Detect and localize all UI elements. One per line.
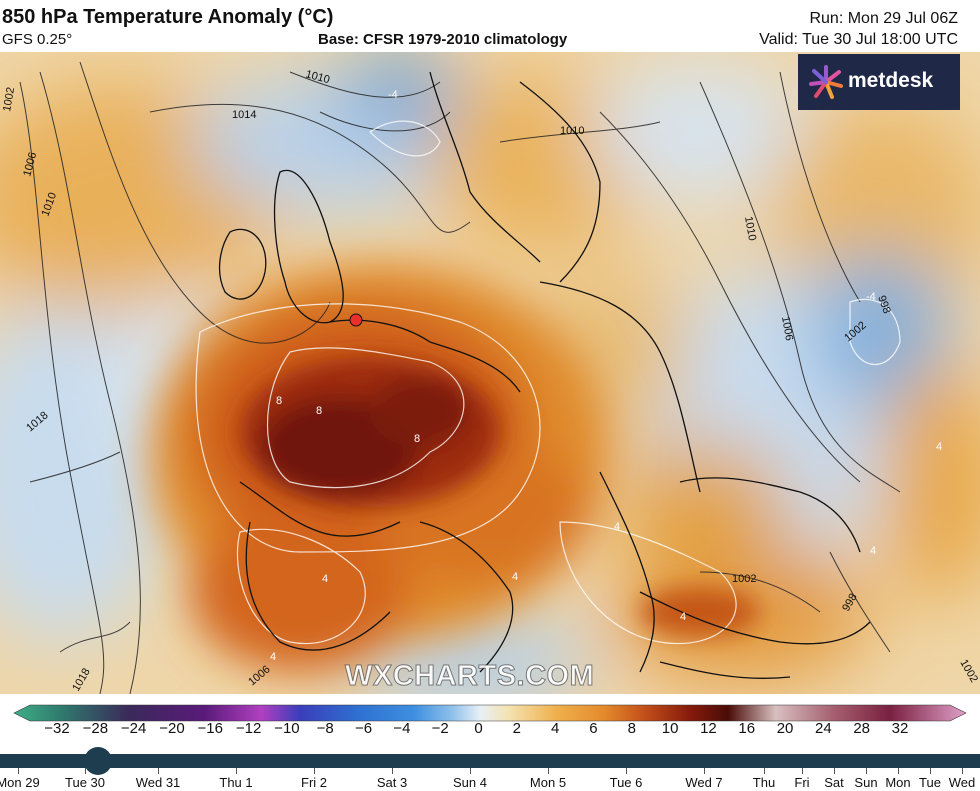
- colorbar-tick-label: −20: [159, 720, 185, 737]
- colorbar-tick-label: 0: [474, 720, 483, 737]
- timeline-tick: [236, 768, 237, 774]
- timeline-day-label[interactable]: Mon 5: [529, 775, 567, 790]
- timeline-tick: [802, 768, 803, 774]
- anomaly-label: 4: [936, 441, 942, 453]
- colorbar-tick-label: −28: [82, 720, 109, 737]
- anomaly-label: 4: [614, 521, 620, 533]
- colorbar-tick-label: 32: [891, 720, 909, 737]
- colorbar-tick-label: 2: [512, 720, 521, 737]
- metdesk-star-icon: [809, 65, 843, 99]
- colorbar-tick-label: −12: [235, 720, 262, 737]
- timeline-day-label[interactable]: Wed 31: [135, 775, 181, 790]
- timeline-day-label[interactable]: Sun: [854, 775, 878, 790]
- run-time-label: Run: Mon 29 Jul 06Z: [809, 10, 958, 27]
- timeline-tick: [314, 768, 315, 774]
- timeline-day-label[interactable]: Sat: [824, 775, 844, 790]
- climatology-base-label: Base: CFSR 1979-2010 climatology: [318, 31, 568, 48]
- colorbar-tick-label: −8: [316, 720, 334, 737]
- colorbar-tick-label: −24: [120, 720, 147, 737]
- timeline-day-label[interactable]: Mon 29: [0, 775, 40, 790]
- timeline-day-label[interactable]: Mon: [885, 775, 911, 790]
- timeline-day-label[interactable]: Wed: [948, 775, 976, 790]
- anomaly-label: 8: [316, 405, 322, 417]
- colorbar-tick-label: 8: [627, 720, 636, 737]
- timeline-tick: [626, 768, 627, 774]
- isobar-label: 1002: [1, 86, 17, 112]
- timeline-tick: [548, 768, 549, 774]
- timeline-tick: [764, 768, 765, 774]
- anomaly-label: -4: [866, 291, 876, 303]
- colorbar-tick-label: −10: [274, 720, 300, 737]
- timeline-tick: [85, 768, 86, 774]
- colorbar-gradient: [13, 704, 967, 722]
- timeline-day-label[interactable]: Sun 4: [453, 775, 487, 790]
- chart-title: 850 hPa Temperature Anomaly (°C): [2, 6, 334, 28]
- wxcharts-watermark: WXCHARTS.COM: [344, 660, 595, 693]
- anomaly-label: 4: [870, 545, 876, 557]
- anomaly-label: 4: [270, 651, 276, 663]
- anomaly-label: 4: [680, 611, 686, 623]
- timeline-track[interactable]: [0, 754, 980, 768]
- isobar-label: 998: [875, 294, 893, 315]
- anomaly-label: -4: [388, 89, 398, 101]
- colorbar-tick-label: −32: [44, 720, 70, 737]
- timeline-tick: [962, 768, 963, 774]
- timeline-tick: [470, 768, 471, 774]
- timeline-tick: [158, 768, 159, 774]
- timeline-day-label[interactable]: Thu: [752, 775, 776, 790]
- location-marker: [349, 313, 363, 327]
- colorbar-tick-label: −2: [431, 720, 449, 737]
- colorbar-tick-label: 24: [815, 720, 832, 737]
- timeline-day-label[interactable]: Sat 3: [376, 775, 408, 790]
- colorbar-tick-label: 28: [853, 720, 871, 737]
- isobar-label: 1002: [732, 573, 756, 585]
- colorbar-tick-label: 4: [550, 720, 560, 737]
- colorbar-tick-label: −6: [354, 720, 373, 737]
- model-label: GFS 0.25°: [2, 31, 73, 48]
- timeline-day-label[interactable]: Fri 2: [301, 775, 327, 790]
- timeline-day-label[interactable]: Tue: [919, 775, 941, 790]
- valid-time-label: Valid: Tue 30 Jul 18:00 UTC: [759, 31, 958, 48]
- timeline-day-label[interactable]: Thu 1: [219, 775, 253, 790]
- colorbar-tick-label: −16: [197, 720, 223, 737]
- isobar-label: 1006: [779, 315, 795, 341]
- anomaly-label: 4: [512, 571, 518, 583]
- timeline-tick: [898, 768, 899, 774]
- colorbar-tick-label: 6: [589, 720, 598, 737]
- isobar-label: 1010: [560, 125, 584, 137]
- colorbar-tick-label: 16: [738, 720, 756, 737]
- colorbar-tick-label: 10: [661, 720, 679, 737]
- timeline-handle[interactable]: [84, 747, 112, 775]
- isobar-label: 1014: [232, 109, 256, 121]
- anomaly-field: 1002 1006 1010 1010 1014 1010 1010 1006 …: [0, 52, 980, 694]
- timeline-tick: [834, 768, 835, 774]
- colorbar-tick-label: 12: [700, 720, 717, 737]
- timeline-day-label[interactable]: Tue 30: [65, 775, 105, 790]
- timeline-tick: [930, 768, 931, 774]
- timeline-tick: [704, 768, 705, 774]
- timeline-day-label[interactable]: Wed 7: [685, 775, 723, 790]
- chart-header: 850 hPa Temperature Anomaly (°C) GFS 0.2…: [0, 0, 980, 52]
- timeline-day-label[interactable]: Fri: [794, 775, 810, 790]
- colorbar-tick-label: 20: [776, 720, 794, 737]
- metdesk-logo: metdesk: [798, 54, 960, 110]
- anomaly-label: 8: [414, 433, 420, 445]
- anomaly-label: 8: [276, 395, 282, 407]
- timeline-tick: [866, 768, 867, 774]
- timeline-day-label[interactable]: Tue 6: [609, 775, 643, 790]
- colorbar-tick-label: −4: [393, 720, 411, 737]
- timeline-tick: [18, 768, 19, 774]
- timeline-tick: [392, 768, 393, 774]
- anomaly-map: 1002 1006 1010 1010 1014 1010 1010 1006 …: [0, 52, 980, 694]
- isobar-label: 1010: [742, 215, 758, 241]
- colorbar: [0, 694, 980, 752]
- metdesk-logo-text: metdesk: [848, 69, 934, 92]
- anomaly-label: 4: [322, 573, 328, 585]
